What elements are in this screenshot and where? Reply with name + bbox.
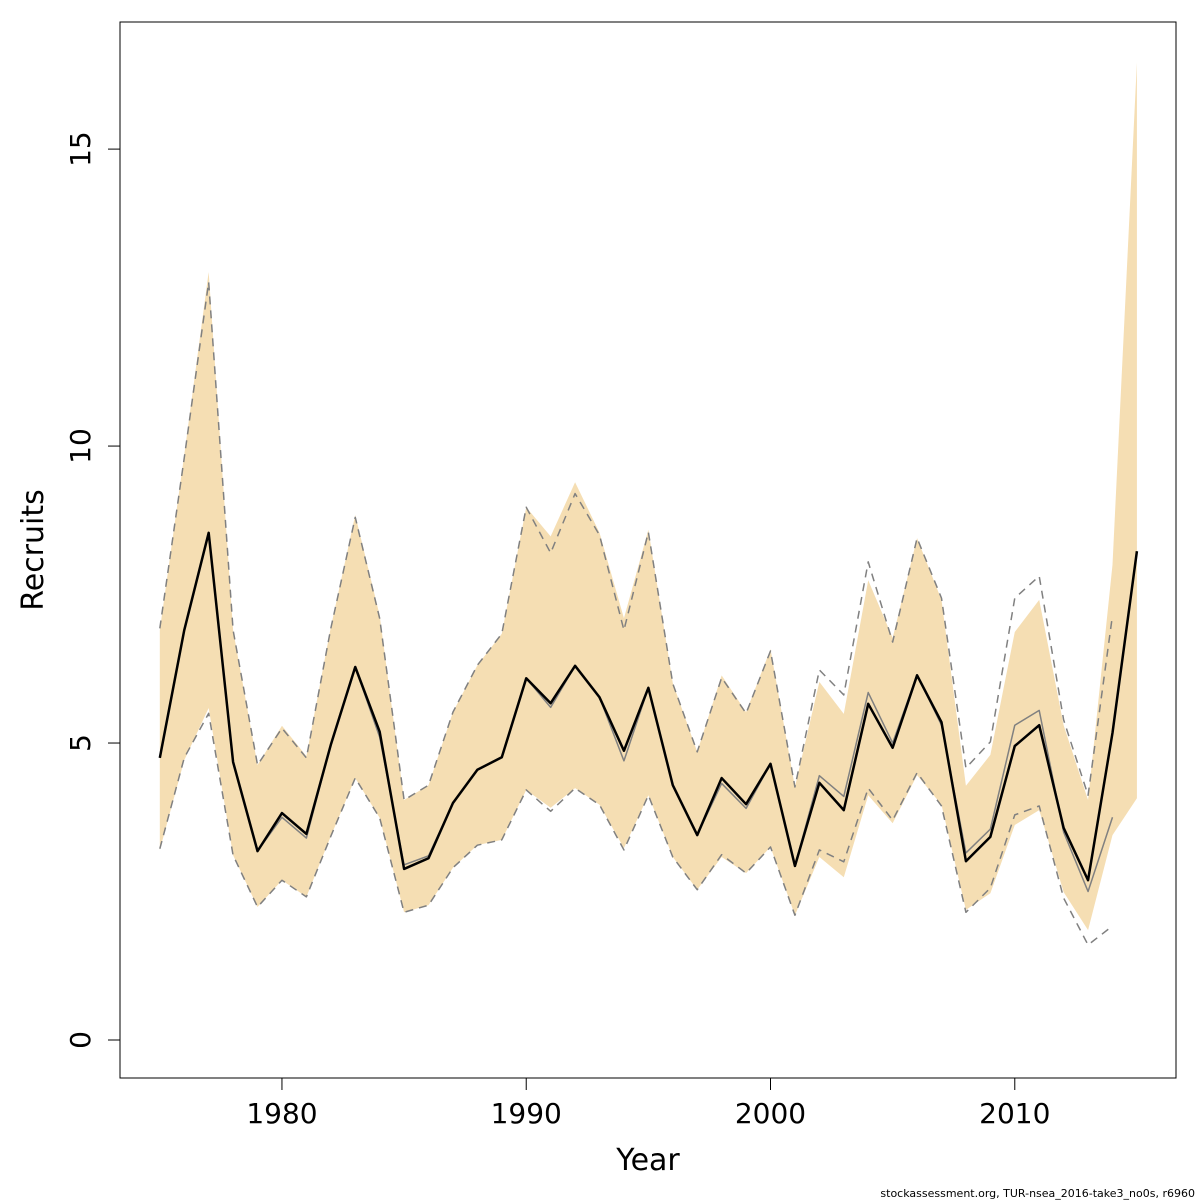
x-axis-label: Year (615, 1143, 680, 1178)
y-tick-label: 10 (64, 428, 97, 464)
series-line (159, 281, 1114, 801)
series-line (158, 531, 1139, 882)
footer: stockassessment.org, TUR-nsea_2016-take3… (880, 1187, 1195, 1200)
y-tick-label: 5 (64, 734, 97, 752)
x-tick-label: 1980 (246, 1097, 317, 1130)
y-tick-label: 15 (64, 131, 97, 167)
x-tick-label: 1990 (491, 1097, 562, 1130)
y-tick-label: 0 (64, 1031, 97, 1049)
y-axis-label: Recruits (16, 489, 51, 611)
x-tick-label: 2010 (979, 1097, 1050, 1130)
confidence-band (159, 62, 1137, 931)
x-tick-label: 2000 (735, 1097, 806, 1130)
series-line (159, 712, 1113, 946)
